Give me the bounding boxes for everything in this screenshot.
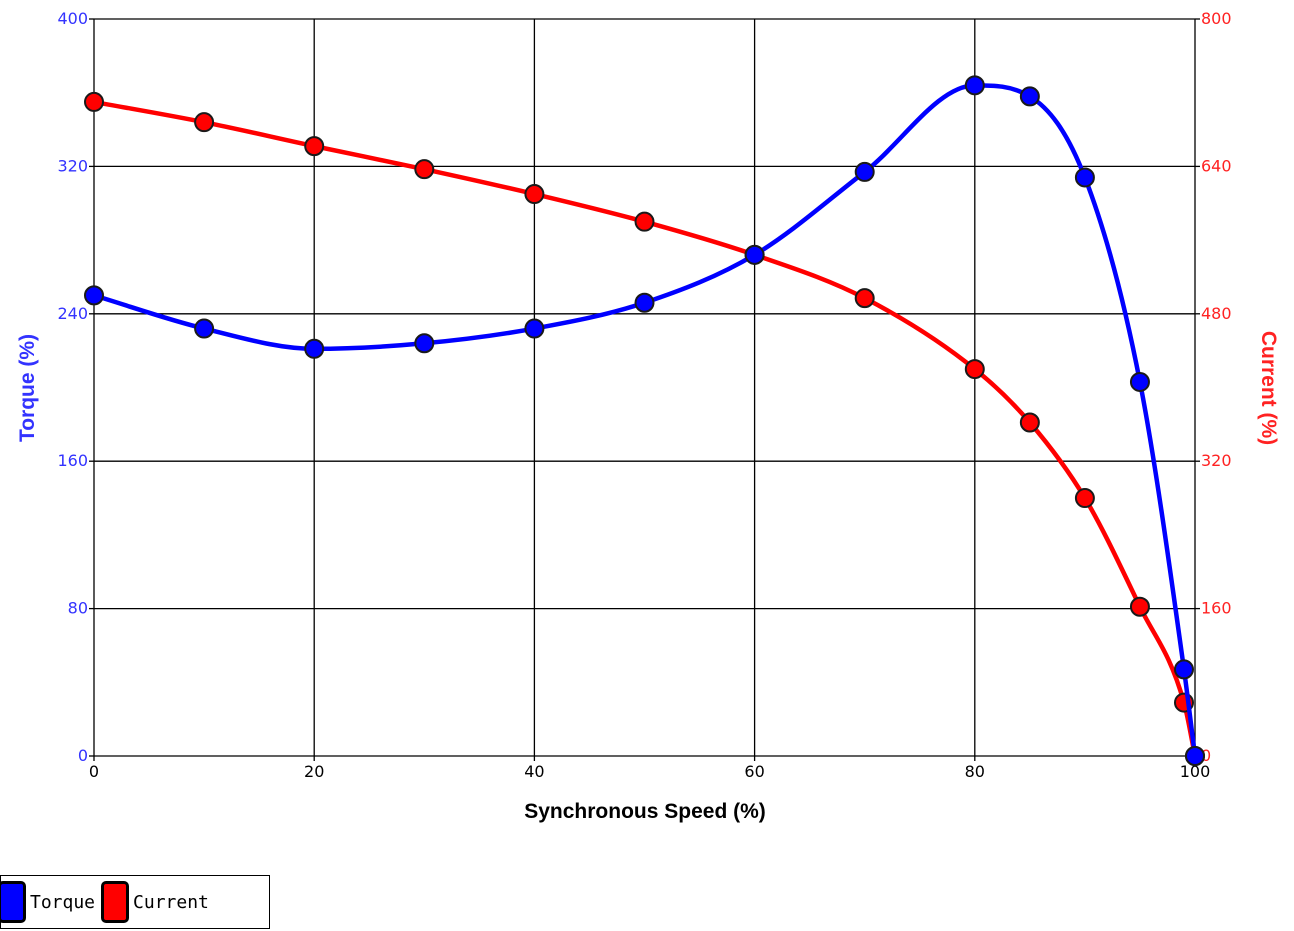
y-right-tick-label: 640 [1201, 156, 1232, 175]
data-point-torque[interactable] [524, 318, 545, 339]
x-tick-label: 20 [304, 762, 324, 781]
legend-swatch-current [101, 881, 130, 923]
y-left-tick-label: 320 [57, 156, 88, 175]
data-point-torque[interactable] [414, 333, 435, 354]
x-tick-label: 100 [1180, 762, 1211, 781]
data-point-torque[interactable] [1129, 371, 1150, 392]
grid [93, 18, 1196, 757]
data-point-current[interactable] [964, 359, 985, 380]
data-point-current[interactable] [84, 91, 104, 112]
y-right-tick-label: 800 [1201, 9, 1232, 28]
series-current [84, 91, 1205, 766]
x-tick-label: 0 [89, 762, 99, 781]
data-point-torque[interactable] [194, 318, 215, 339]
data-point-current[interactable] [1129, 596, 1150, 617]
data-point-torque[interactable] [84, 285, 104, 306]
legend-item-torque[interactable]: Torque [0, 881, 96, 923]
data-point-torque[interactable] [634, 292, 655, 313]
data-point-current[interactable] [854, 288, 875, 309]
x-tick-label: 40 [524, 762, 544, 781]
legend-label-current: Current [133, 891, 209, 913]
y-left-tick-label: 240 [57, 304, 88, 323]
data-point-torque[interactable] [1019, 86, 1040, 107]
data-point-current[interactable] [194, 112, 215, 133]
data-point-current[interactable] [634, 211, 655, 232]
data-point-torque[interactable] [304, 338, 325, 359]
data-point-current[interactable] [1019, 412, 1040, 433]
data-point-current[interactable] [304, 136, 325, 157]
y-right-tick-label: 160 [1201, 599, 1232, 618]
right-axis: 0 160 320 480 640 800 [1195, 9, 1232, 765]
data-point-current[interactable] [524, 184, 545, 205]
data-point-torque[interactable] [1185, 746, 1205, 766]
data-point-torque[interactable] [744, 244, 765, 265]
data-point-torque[interactable] [1173, 659, 1194, 680]
legend-label-torque: Torque [30, 891, 96, 913]
bottom-axis: 0 20 40 60 80 100 [89, 756, 1210, 781]
y-axis-right-title: Current (%) [1257, 331, 1280, 445]
y-right-tick-label: 480 [1201, 304, 1232, 323]
y-right-tick-label: 0 [1201, 746, 1211, 765]
legend-item-current[interactable]: Current [101, 881, 209, 923]
left-axis: 0 80 160 240 320 400 [57, 9, 94, 765]
data-point-torque[interactable] [964, 75, 985, 96]
y-left-tick-label: 80 [68, 599, 88, 618]
x-tick-label: 80 [965, 762, 985, 781]
legend: Torque Current [0, 875, 270, 929]
legend-swatch-torque [0, 881, 26, 923]
y-left-tick-label: 400 [57, 9, 88, 28]
data-point-torque[interactable] [854, 161, 875, 182]
y-left-tick-label: 160 [57, 451, 88, 470]
y-right-tick-label: 320 [1201, 451, 1232, 470]
x-tick-label: 60 [744, 762, 764, 781]
series-layer [84, 75, 1205, 766]
data-point-torque[interactable] [1074, 167, 1095, 188]
chart-canvas: 0 80 160 240 320 400 0 160 320 480 640 800 0 20 40 60… [16, 9, 1280, 823]
data-point-current[interactable] [1074, 488, 1095, 509]
y-left-tick-label: 0 [78, 746, 88, 765]
x-axis-title: Synchronous Speed (%) [524, 800, 766, 823]
series-line-torque [91, 83, 1198, 759]
data-point-current[interactable] [414, 159, 435, 180]
series-torque [84, 75, 1205, 766]
y-axis-left-title: Torque (%) [16, 334, 39, 442]
